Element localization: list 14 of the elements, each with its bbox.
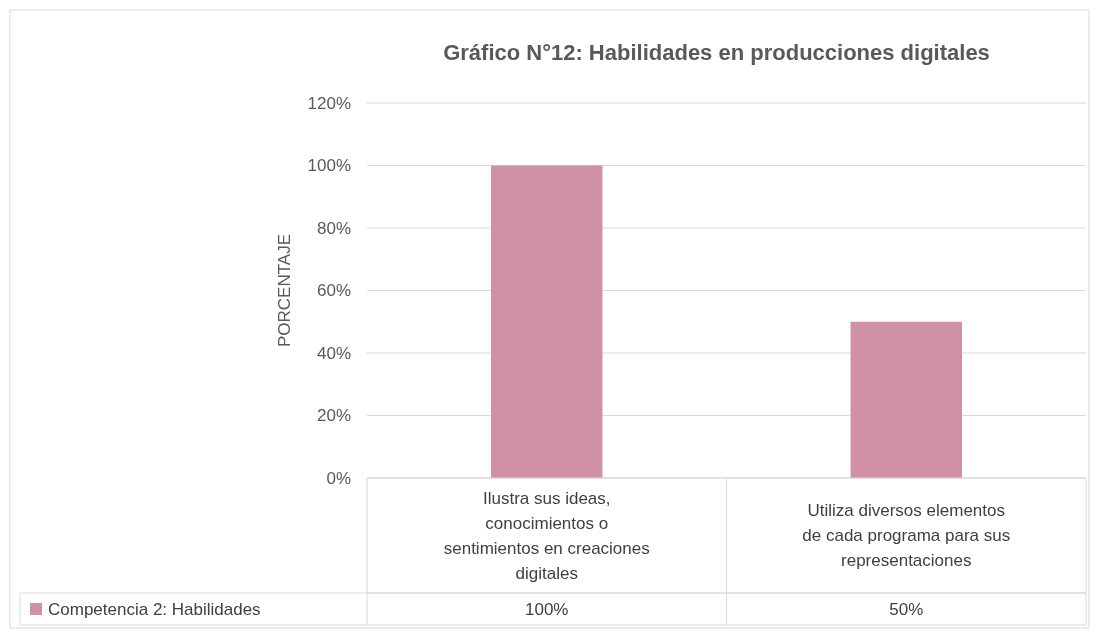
y-tick-label: 60% [316, 281, 351, 301]
y-tick-label: 100% [307, 156, 351, 176]
y-tick-label: 80% [316, 218, 351, 238]
y-axis-title: PORCENTAJE [275, 233, 294, 348]
legend-label: Competencia 2: Habilidades [48, 599, 261, 619]
x-tick-label: Utiliza diversos elementos de cada programa para sus representaciones [802, 501, 1011, 571]
y-tick-label: 40% [316, 343, 351, 363]
chart-title: Gráfico N°12: Habilidades en producciones digitales [443, 40, 990, 65]
y-tick-label: 20% [316, 406, 351, 426]
y-tick-label: 0% [326, 468, 351, 488]
data-label: 50% [889, 599, 924, 619]
y-tick-label: 120% [307, 93, 351, 113]
data-label: 100% [525, 599, 569, 619]
x-tick-label: Ilustra sus ideas, conocimientos o sentimientos en creaciones digitales [443, 488, 650, 583]
